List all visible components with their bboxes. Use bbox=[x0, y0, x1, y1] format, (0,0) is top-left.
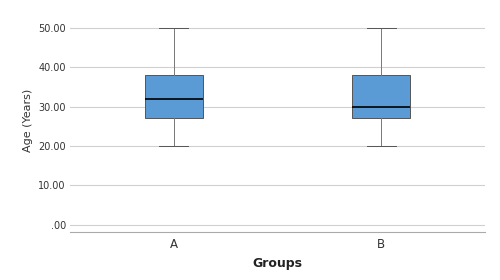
X-axis label: Groups: Groups bbox=[252, 256, 302, 270]
Y-axis label: Age (Years): Age (Years) bbox=[22, 89, 32, 152]
PathPatch shape bbox=[144, 75, 203, 118]
PathPatch shape bbox=[352, 75, 410, 118]
